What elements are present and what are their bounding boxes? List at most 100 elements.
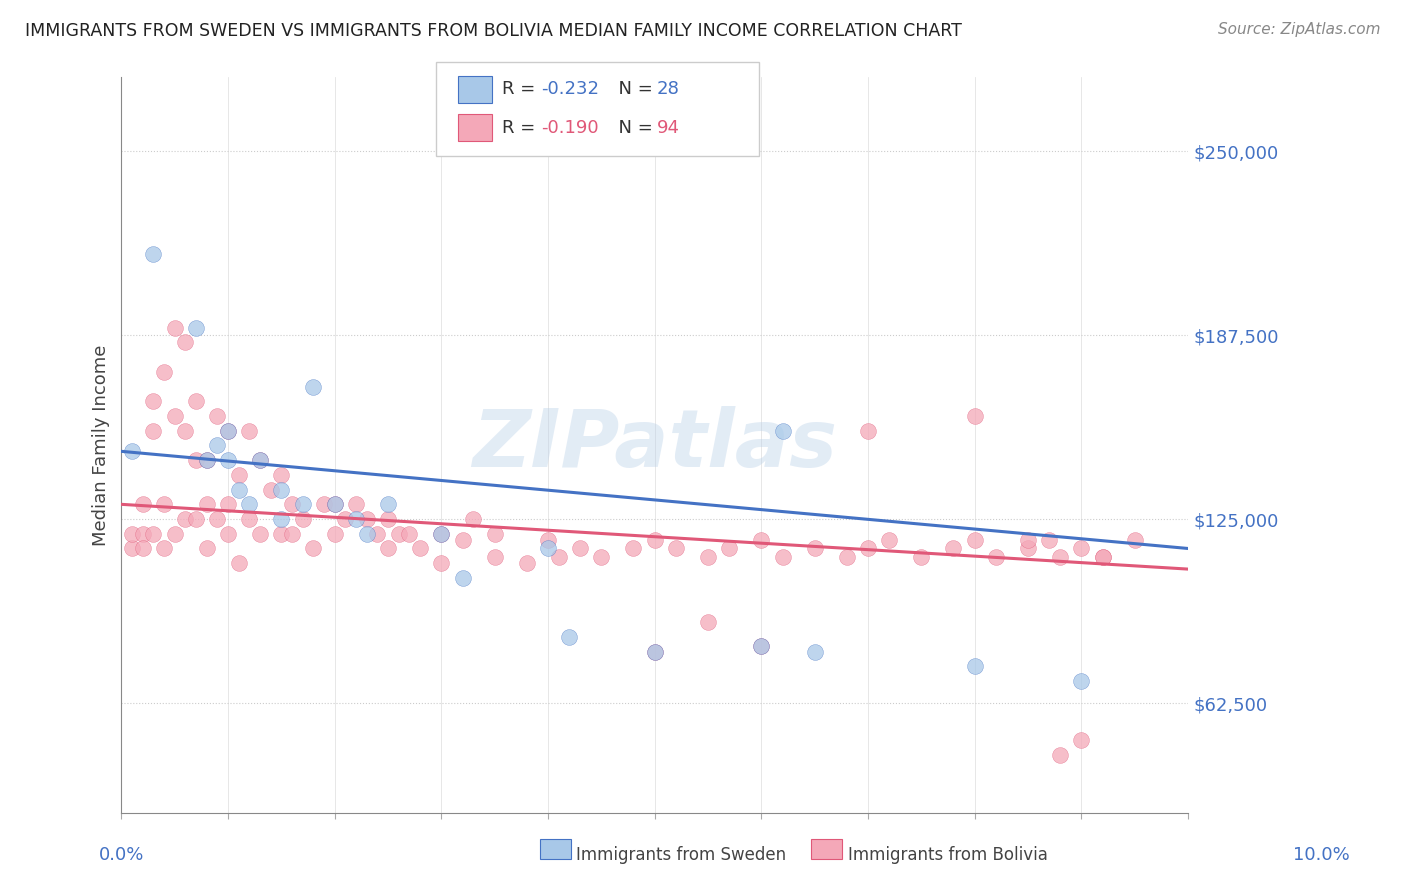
Point (217, 453, 239, 467)
Point (430, 526, 453, 541)
Point (1070, 732, 1092, 747)
Point (910, 550, 932, 565)
Point (142, 424, 165, 438)
Point (463, 512, 485, 526)
Point (516, 556, 538, 570)
Point (644, 533, 666, 547)
Point (270, 512, 292, 526)
Point (132, 526, 155, 541)
Point (174, 335, 197, 350)
Text: -0.232: -0.232 (541, 80, 599, 98)
Point (184, 453, 207, 467)
Point (249, 453, 271, 467)
Point (153, 541, 176, 556)
Point (228, 467, 250, 482)
Point (1070, 673, 1092, 688)
Point (804, 644, 827, 658)
Point (1038, 533, 1060, 547)
Point (323, 497, 346, 511)
Point (217, 424, 239, 438)
Point (217, 424, 239, 438)
Point (195, 497, 218, 511)
Point (153, 365, 176, 379)
Point (377, 512, 399, 526)
Point (665, 541, 688, 556)
Point (569, 541, 592, 556)
Point (323, 497, 346, 511)
Text: 28: 28 (657, 80, 679, 98)
Point (451, 571, 474, 585)
Point (409, 541, 432, 556)
Point (547, 550, 569, 565)
Point (207, 438, 229, 452)
Point (163, 320, 186, 334)
Point (335, 512, 357, 526)
Point (142, 394, 165, 409)
Point (217, 497, 239, 511)
Point (804, 541, 827, 556)
Point (537, 541, 560, 556)
Point (856, 541, 879, 556)
Point (281, 497, 304, 511)
Point (751, 533, 773, 547)
Text: 10.0%: 10.0% (1294, 846, 1350, 863)
Point (1049, 747, 1071, 762)
Point (430, 556, 453, 570)
Point (142, 247, 165, 261)
Point (270, 526, 292, 541)
Point (195, 453, 218, 467)
Point (356, 512, 378, 526)
Point (184, 394, 207, 409)
Point (963, 533, 986, 547)
Point (228, 483, 250, 497)
Text: Immigrants from Sweden: Immigrants from Sweden (576, 846, 786, 863)
Point (249, 526, 271, 541)
Text: N =: N = (607, 119, 659, 136)
Point (1070, 541, 1092, 556)
Point (344, 512, 367, 526)
Point (270, 483, 292, 497)
Point (121, 541, 143, 556)
Point (772, 424, 794, 438)
Point (121, 526, 143, 541)
Text: Source: ZipAtlas.com: Source: ZipAtlas.com (1218, 22, 1381, 37)
Point (260, 483, 283, 497)
Point (484, 550, 506, 565)
Point (302, 541, 325, 556)
Point (195, 541, 218, 556)
Point (121, 444, 143, 458)
Point (751, 639, 773, 653)
Point (718, 541, 741, 556)
Point (356, 526, 378, 541)
Point (323, 526, 346, 541)
Text: N =: N = (607, 80, 659, 98)
Point (1017, 533, 1039, 547)
Point (228, 556, 250, 570)
Point (591, 550, 613, 565)
Point (751, 639, 773, 653)
Point (238, 497, 260, 511)
Point (388, 526, 411, 541)
Text: -0.190: -0.190 (541, 119, 599, 136)
Point (484, 526, 506, 541)
Point (207, 409, 229, 423)
Y-axis label: Median Family Income: Median Family Income (93, 345, 110, 546)
Point (207, 512, 229, 526)
Text: R =: R = (502, 119, 541, 136)
Point (174, 512, 197, 526)
Point (291, 497, 314, 511)
Point (644, 644, 666, 658)
Text: IMMIGRANTS FROM SWEDEN VS IMMIGRANTS FROM BOLIVIA MEDIAN FAMILY INCOME CORRELATI: IMMIGRANTS FROM SWEDEN VS IMMIGRANTS FRO… (25, 22, 962, 40)
Text: 94: 94 (657, 119, 679, 136)
Point (772, 550, 794, 565)
Point (1091, 550, 1114, 565)
Text: 0.0%: 0.0% (98, 846, 143, 863)
Point (963, 659, 986, 673)
Point (451, 533, 474, 547)
Point (302, 379, 325, 393)
Point (249, 453, 271, 467)
Point (963, 409, 986, 423)
Point (217, 526, 239, 541)
Point (174, 424, 197, 438)
Point (344, 497, 367, 511)
